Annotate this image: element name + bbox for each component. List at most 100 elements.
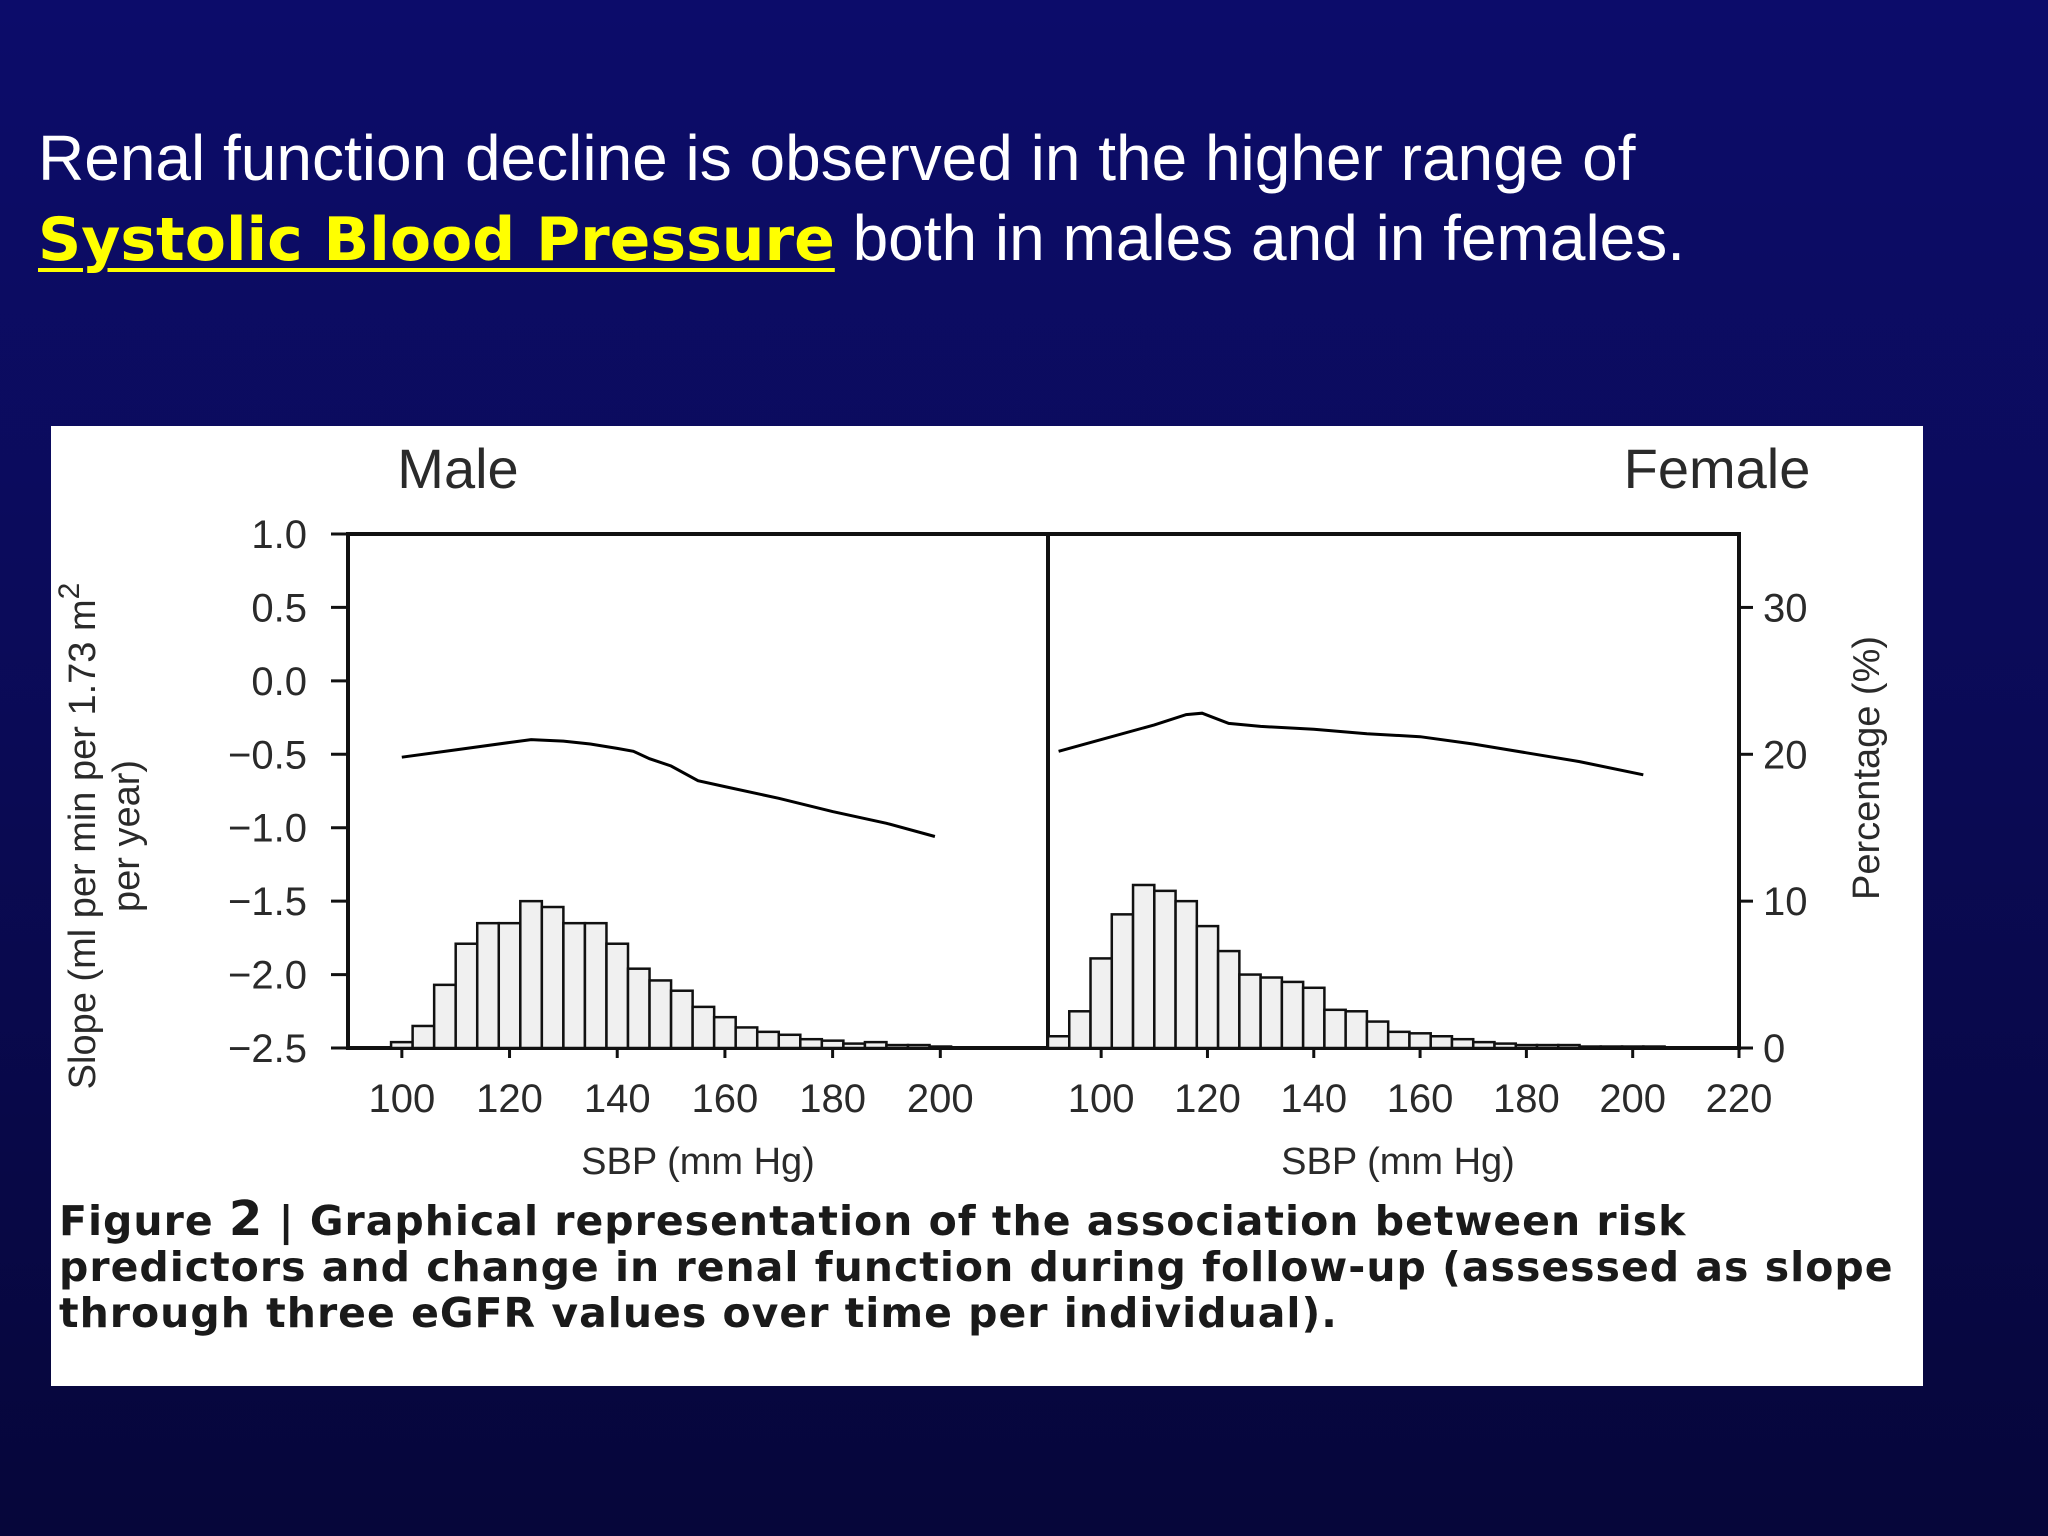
female-histogram-bar	[1514, 1043, 1539, 1050]
female-histogram-bar	[1365, 1020, 1390, 1050]
y-axis-label-line1: Slope (ml per min per 1.73 m	[62, 599, 104, 1089]
female-histogram-bar	[1323, 1008, 1347, 1050]
female-histogram-bar	[1642, 1045, 1666, 1050]
title-line-2: Systolic Blood Pressure both in males an…	[38, 198, 1938, 280]
caption-prefix: Figure	[59, 1197, 214, 1245]
male-histogram-bar	[475, 921, 501, 1050]
y2-tick-label: 30	[1763, 586, 1808, 630]
male-histogram-bar	[648, 979, 673, 1050]
title-highlight: Systolic Blood Pressure	[38, 205, 835, 275]
male-panel-label: Male	[397, 437, 518, 500]
y-tick-label: −1.5	[228, 880, 307, 924]
male-x-tick-label: 140	[584, 1077, 651, 1121]
male-histogram-bar	[411, 1024, 436, 1050]
x-axis-label-female: SBP (mm Hg)	[1281, 1141, 1515, 1183]
y-tick-label: −2.5	[228, 1027, 307, 1071]
male-histogram-bar	[863, 1040, 888, 1050]
female-histogram-bar	[1599, 1045, 1624, 1050]
female-x-tick-label: 100	[1068, 1077, 1135, 1121]
male-histogram-bar	[691, 1005, 716, 1050]
female-histogram-bar	[1301, 986, 1326, 1050]
female-histogram-bar	[1408, 1032, 1432, 1050]
male-histogram-bar	[626, 967, 651, 1050]
female-x-tick-label: 120	[1174, 1077, 1241, 1121]
y-tick-label: −1.0	[228, 807, 307, 851]
male-plot-frame	[346, 532, 1050, 1050]
chart-svg: Male Female 100 120 140 160 180 200 100 120 140 1…	[53, 437, 1888, 1183]
female-histogram-bar	[1068, 1010, 1092, 1050]
male-x-tick-label: 200	[907, 1077, 974, 1121]
y-tick-label: −2.0	[228, 954, 307, 998]
figure: Male Female 100 120 140 160 180 200 100 120 140 1…	[51, 426, 1923, 1386]
male-histogram-bar	[906, 1043, 931, 1050]
female-histogram-bar	[1578, 1045, 1603, 1050]
male-slope-line	[401, 738, 936, 838]
male-histogram-bar	[799, 1037, 824, 1050]
y-tick-label: −0.5	[228, 733, 307, 777]
female-histogram-bar	[1153, 889, 1177, 1050]
female-x-tick-label: 160	[1387, 1077, 1454, 1121]
slide-title: Renal function decline is observed in th…	[38, 118, 1938, 280]
female-histogram-bar	[1280, 980, 1305, 1050]
female-histogram-bar	[1238, 973, 1262, 1050]
male-x-tick-label: 180	[799, 1077, 866, 1121]
female-histogram-bar	[1450, 1037, 1475, 1050]
title-line-2-rest: both in males and in females.	[852, 202, 1686, 274]
y-tick-label: 0.0	[251, 660, 307, 704]
figure-caption: Figure 2 | Graphical representation of t…	[59, 1195, 1919, 1337]
female-histogram-bar	[1535, 1043, 1560, 1050]
male-histogram-bar	[497, 921, 522, 1050]
male-x-tick-label: 100	[368, 1077, 435, 1121]
x-axis-label-male: SBP (mm Hg)	[581, 1141, 815, 1183]
female-x-tick-label: 220	[1706, 1077, 1773, 1121]
male-histogram-bar	[842, 1042, 867, 1050]
male-histogram-bar	[820, 1039, 845, 1050]
female-histogram-bar	[1259, 976, 1284, 1050]
plot-panels: 100 120 140 160 180 200 100 120 140 160 180 200 2201…	[228, 513, 1807, 1121]
female-x-tick-label: 200	[1599, 1077, 1666, 1121]
title-line-1: Renal function decline is observed in th…	[38, 122, 1636, 194]
female-x-tick-label: 180	[1493, 1077, 1560, 1121]
female-histogram-bar	[1174, 899, 1199, 1050]
male-x-tick-label: 120	[476, 1077, 543, 1121]
female-histogram-bar	[1620, 1045, 1645, 1050]
y2-tick-label: 0	[1763, 1027, 1785, 1071]
male-histogram-bar	[669, 989, 694, 1050]
male-histogram-bar	[454, 942, 479, 1050]
y-tick-label: 1.0	[251, 513, 307, 557]
female-histogram-bar	[1471, 1040, 1496, 1050]
male-histogram-bar	[928, 1045, 953, 1050]
male-x-tick-label: 160	[692, 1077, 759, 1121]
y-tick-label: 0.5	[251, 586, 307, 630]
y-axis-label: Slope (ml per min per 1.73 m2 per year)	[53, 583, 148, 1090]
female-slope-line	[1058, 711, 1644, 777]
female-histogram-bar	[1131, 883, 1156, 1050]
y2-tick-label: 10	[1763, 880, 1808, 924]
y2-axis-label: Percentage (%)	[1846, 636, 1888, 900]
male-histogram-bar	[777, 1033, 802, 1050]
female-panel-label: Female	[1624, 437, 1811, 500]
female-histogram-bar	[1089, 957, 1114, 1050]
male-histogram-bar	[432, 983, 457, 1050]
svg-text:Slope (ml per min per 1.73 m2: Slope (ml per min per 1.73 m2	[53, 583, 104, 1090]
female-histogram-bar	[1216, 949, 1241, 1050]
female-histogram-bar	[1344, 1010, 1369, 1050]
female-histogram-bar	[1386, 1030, 1411, 1050]
female-histogram-bar	[1046, 1035, 1071, 1050]
y2-tick-label: 20	[1763, 733, 1808, 777]
female-x-tick-label: 140	[1280, 1077, 1347, 1121]
y-axis-label-line2: per year)	[106, 760, 148, 912]
male-histogram-bar	[734, 1026, 759, 1050]
male-histogram-bar	[712, 1015, 737, 1050]
male-histogram-bar	[885, 1043, 910, 1050]
caption-figure-number: 2	[228, 1191, 264, 1247]
female-histogram-bar	[1557, 1043, 1581, 1050]
female-histogram-bar	[1110, 913, 1135, 1050]
male-histogram-bar	[562, 921, 587, 1050]
male-histogram-bar	[583, 921, 608, 1050]
male-histogram-bar	[519, 899, 544, 1050]
male-histogram-bar	[389, 1040, 414, 1050]
male-histogram-bar	[540, 905, 565, 1050]
caption-text: | Graphical representation of the associ…	[59, 1197, 1894, 1337]
y-axis-label-sup: 2	[53, 583, 86, 600]
